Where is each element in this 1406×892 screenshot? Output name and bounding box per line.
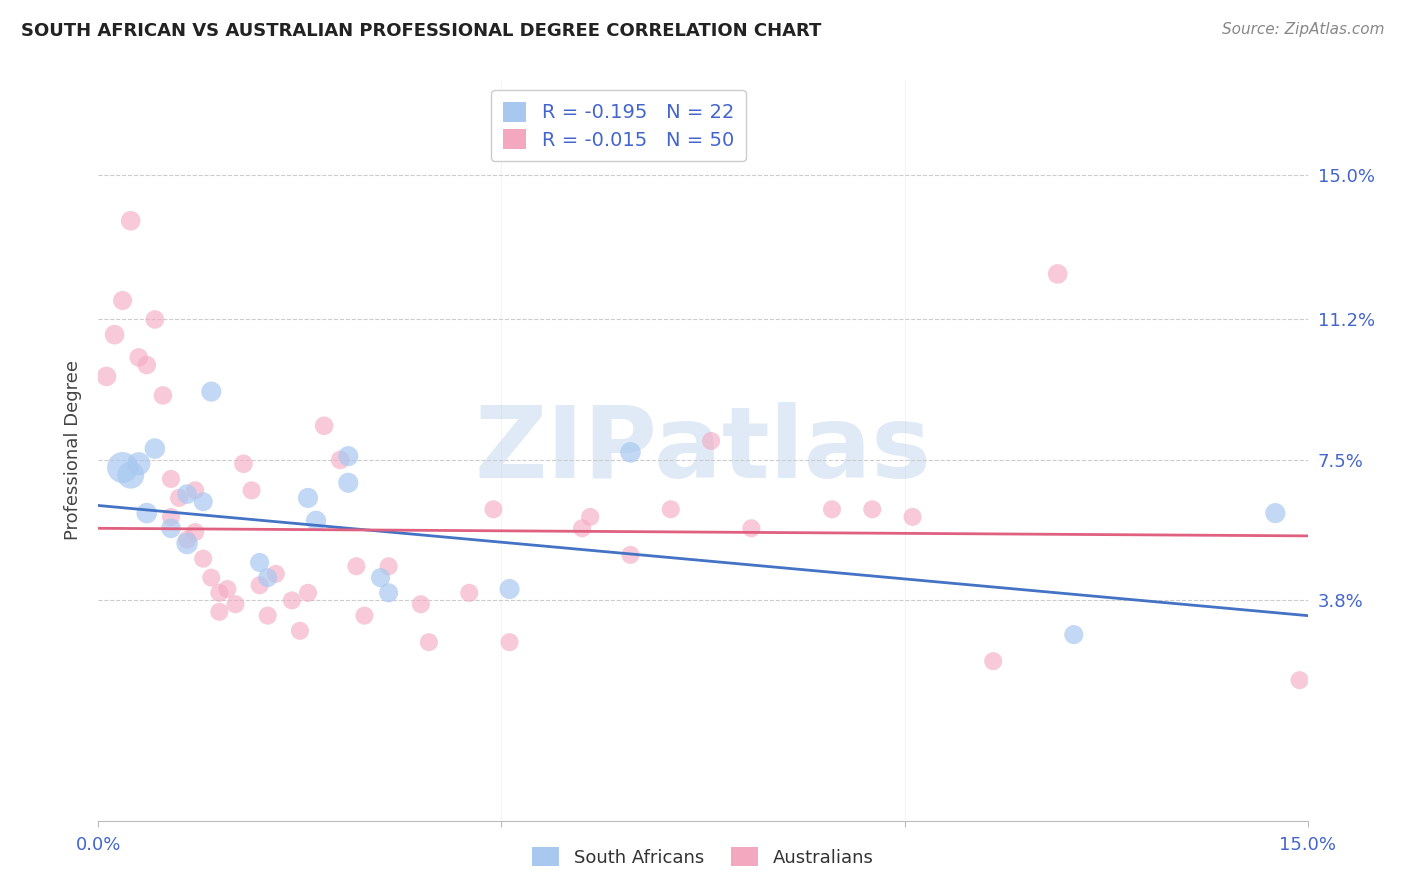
Point [337, 475, 360, 490]
Point [193, 494, 215, 508]
Text: ZIPatlas: ZIPatlas [475, 402, 931, 499]
Point [200, 384, 222, 399]
Legend: R = -0.195   N = 22, R = -0.015   N = 50: R = -0.195 N = 22, R = -0.015 N = 50 [491, 90, 745, 161]
Legend: South Africans, Australians: South Africans, Australians [526, 840, 880, 874]
Point [264, 566, 287, 581]
Y-axis label: Professional Degree: Professional Degree [63, 360, 82, 541]
Point [297, 586, 319, 600]
Point [288, 624, 311, 638]
Point [418, 635, 440, 649]
Point [208, 605, 231, 619]
Point [344, 559, 367, 574]
Point [740, 521, 762, 535]
Point [1063, 627, 1085, 641]
Point [482, 502, 505, 516]
Point [458, 586, 481, 600]
Point [120, 468, 142, 483]
Point [1288, 673, 1310, 688]
Point [217, 582, 239, 596]
Point [256, 571, 278, 585]
Point [111, 460, 134, 475]
Point [860, 502, 883, 516]
Point [160, 472, 183, 486]
Point [498, 582, 520, 596]
Point [143, 442, 166, 456]
Point [901, 509, 924, 524]
Point [176, 533, 198, 547]
Point [981, 654, 1004, 668]
Point [120, 213, 142, 227]
Point [821, 502, 844, 516]
Point [249, 556, 271, 570]
Point [160, 509, 183, 524]
Point [128, 351, 150, 365]
Point [176, 487, 198, 501]
Text: 0.0%: 0.0% [76, 836, 121, 854]
Point [240, 483, 263, 498]
Text: Source: ZipAtlas.com: Source: ZipAtlas.com [1222, 22, 1385, 37]
Point [193, 551, 215, 566]
Text: SOUTH AFRICAN VS AUSTRALIAN PROFESSIONAL DEGREE CORRELATION CHART: SOUTH AFRICAN VS AUSTRALIAN PROFESSIONAL… [21, 22, 821, 40]
Point [200, 571, 222, 585]
Point [232, 457, 254, 471]
Point [1264, 506, 1286, 520]
Point [224, 597, 246, 611]
Point [281, 593, 304, 607]
Point [184, 525, 207, 540]
Point [135, 358, 157, 372]
Point [571, 521, 593, 535]
Point [377, 559, 399, 574]
Point [184, 483, 207, 498]
Point [498, 635, 520, 649]
Point [409, 597, 432, 611]
Point [619, 548, 641, 562]
Point [329, 453, 352, 467]
Point [659, 502, 682, 516]
Point [353, 608, 375, 623]
Point [103, 327, 125, 342]
Point [208, 586, 231, 600]
Point [619, 445, 641, 459]
Point [314, 418, 336, 433]
Point [96, 369, 118, 384]
Point [256, 608, 278, 623]
Point [297, 491, 319, 505]
Point [143, 312, 166, 326]
Point [176, 536, 198, 550]
Point [135, 506, 157, 520]
Point [370, 571, 392, 585]
Point [249, 578, 271, 592]
Point [305, 514, 328, 528]
Point [128, 457, 150, 471]
Point [377, 586, 399, 600]
Point [160, 521, 183, 535]
Point [700, 434, 723, 448]
Point [111, 293, 134, 308]
Text: 15.0%: 15.0% [1279, 836, 1336, 854]
Point [337, 449, 360, 463]
Point [579, 509, 602, 524]
Point [1046, 267, 1069, 281]
Point [152, 388, 174, 402]
Point [167, 491, 190, 505]
